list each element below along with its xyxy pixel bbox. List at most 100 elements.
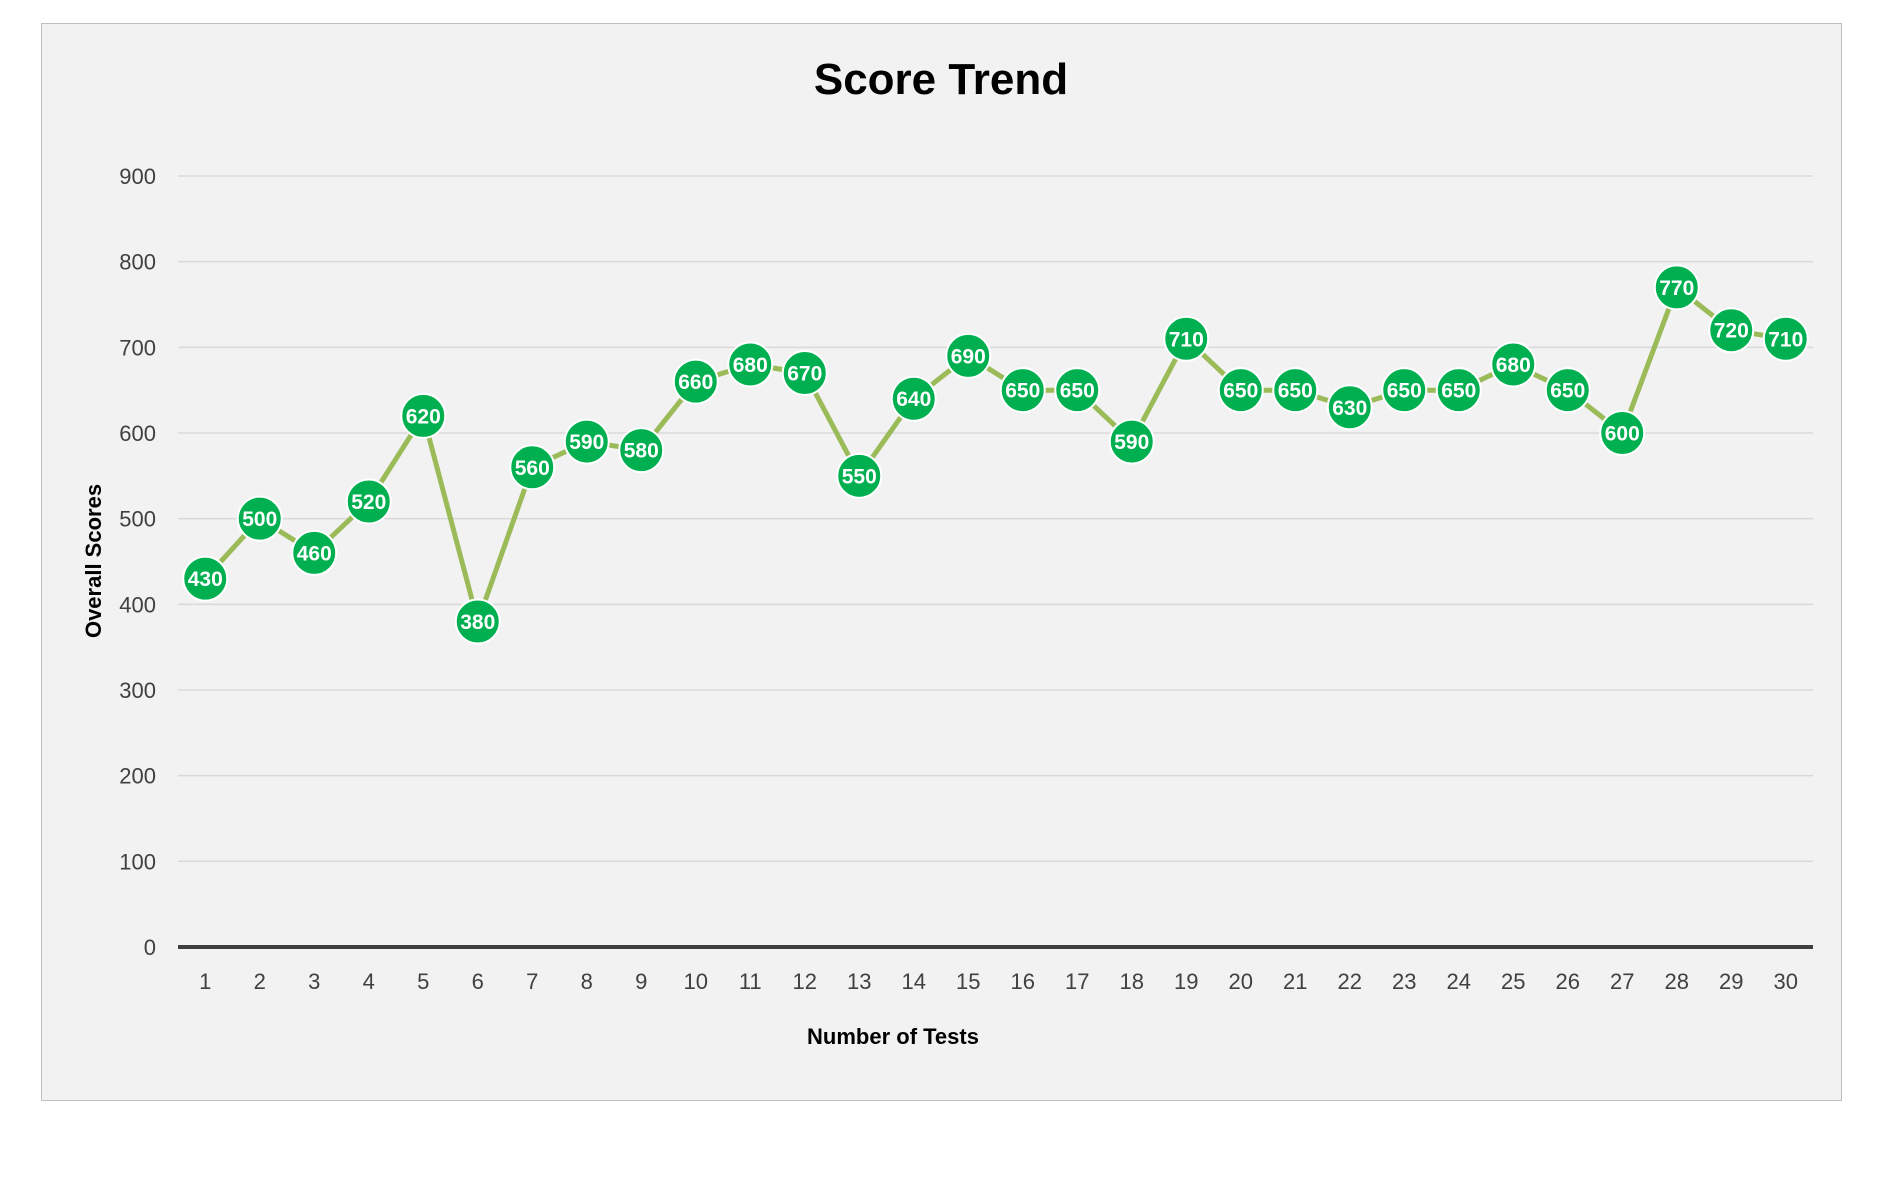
data-label: 600 xyxy=(1605,423,1640,446)
x-tick-label: 11 xyxy=(739,969,762,994)
data-point xyxy=(999,367,1046,414)
data-label: 460 xyxy=(297,542,332,565)
data-label: 590 xyxy=(1114,431,1149,454)
x-tick-label: 17 xyxy=(1065,969,1089,994)
data-point xyxy=(345,478,392,525)
x-tick-label: 6 xyxy=(472,969,484,994)
data-label: 520 xyxy=(351,491,386,514)
data-point xyxy=(1490,341,1537,388)
data-point xyxy=(1653,264,1700,311)
y-tick-label: 300 xyxy=(119,678,156,703)
data-point xyxy=(509,444,556,491)
data-label: 640 xyxy=(896,388,931,411)
x-tick-label: 27 xyxy=(1610,969,1634,994)
data-label: 650 xyxy=(1550,380,1585,403)
x-tick-label: 26 xyxy=(1556,969,1580,994)
y-tick-label: 100 xyxy=(119,849,156,874)
x-tick-label: 14 xyxy=(902,969,926,994)
data-point xyxy=(563,418,610,465)
x-tick-label: 19 xyxy=(1174,969,1198,994)
x-tick-label: 23 xyxy=(1392,969,1416,994)
x-tick-label: 3 xyxy=(308,969,320,994)
x-tick-label: 16 xyxy=(1011,969,1035,994)
data-point xyxy=(454,598,501,645)
x-tick-label: 2 xyxy=(254,969,266,994)
data-point xyxy=(618,427,665,474)
data-point xyxy=(1708,307,1755,354)
y-tick-label: 200 xyxy=(119,764,156,789)
x-tick-label: 9 xyxy=(635,969,647,994)
x-tick-label: 1 xyxy=(199,969,211,994)
y-axis-title: Overall Scores xyxy=(81,484,106,638)
x-tick-label: 25 xyxy=(1501,969,1525,994)
data-label: 630 xyxy=(1332,397,1367,420)
y-tick-label: 800 xyxy=(119,250,156,275)
x-tick-label: 15 xyxy=(956,969,980,994)
series-scores xyxy=(202,284,1789,624)
x-tick-label: 12 xyxy=(793,969,817,994)
data-point xyxy=(836,452,883,499)
data-point xyxy=(1054,367,1101,414)
x-tick-label: 24 xyxy=(1447,969,1471,994)
chart-title: Score Trend xyxy=(814,55,1068,104)
data-point xyxy=(672,358,719,405)
data-label: 670 xyxy=(787,363,822,386)
data-point xyxy=(1762,315,1809,362)
data-label: 770 xyxy=(1659,277,1694,300)
y-tick-label: 600 xyxy=(119,421,156,446)
data-point xyxy=(1272,367,1319,414)
y-tick-label: 700 xyxy=(119,335,156,360)
data-label: 590 xyxy=(569,431,604,454)
data-point xyxy=(781,350,828,397)
data-point xyxy=(1326,384,1373,431)
x-tick-label: 28 xyxy=(1665,969,1689,994)
data-label: 720 xyxy=(1714,320,1749,343)
data-point xyxy=(945,332,992,379)
data-point xyxy=(1163,315,1210,362)
x-tick-label: 7 xyxy=(526,969,538,994)
y-tick-label: 0 xyxy=(144,935,156,960)
data-label: 710 xyxy=(1768,328,1803,351)
data-label: 550 xyxy=(842,465,877,488)
data-point xyxy=(1544,367,1591,414)
y-axis-ticks: 0 100 200 300 400 500 600 700 800 900 xyxy=(119,164,156,960)
x-tick-label: 30 xyxy=(1774,969,1798,994)
data-point xyxy=(291,529,338,576)
gridlines xyxy=(178,175,1813,949)
x-tick-label: 13 xyxy=(847,969,871,994)
data-label: 710 xyxy=(1169,328,1204,351)
y-tick-label: 400 xyxy=(119,592,156,617)
data-label: 650 xyxy=(1005,380,1040,403)
y-tick-label: 500 xyxy=(119,507,156,532)
data-label: 580 xyxy=(624,440,659,463)
data-label: 650 xyxy=(1441,380,1476,403)
x-tick-label: 20 xyxy=(1229,969,1253,994)
data-label: 380 xyxy=(460,611,495,634)
data-point xyxy=(400,392,447,439)
data-point xyxy=(182,555,229,602)
data-label: 650 xyxy=(1060,380,1095,403)
data-label: 680 xyxy=(1496,354,1531,377)
data-label: 560 xyxy=(515,457,550,480)
y-tick-label: 900 xyxy=(119,164,156,189)
data-label: 650 xyxy=(1223,380,1258,403)
data-label: 430 xyxy=(188,568,223,591)
data-label: 650 xyxy=(1387,380,1422,403)
data-label: 690 xyxy=(951,345,986,368)
x-tick-label: 4 xyxy=(363,969,375,994)
data-markers: 430 500 460 520 620 380 560 590 580 660 680 670 550 6… xyxy=(182,264,1809,645)
x-tick-label: 29 xyxy=(1719,969,1743,994)
x-axis-ticks: 1 2 3 4 5 6 7 8 9 10 11 12 13 14 15 16 17 18 19 20 21 22 23 24 2… xyxy=(199,969,1798,994)
x-tick-label: 5 xyxy=(417,969,429,994)
data-label: 620 xyxy=(406,405,441,428)
x-axis-title: Number of Tests xyxy=(807,1024,979,1049)
chart-area xyxy=(41,23,1842,1101)
data-label: 500 xyxy=(242,508,277,531)
data-point xyxy=(1381,367,1428,414)
data-point xyxy=(1108,418,1155,465)
data-label: 660 xyxy=(678,371,713,394)
x-tick-label: 18 xyxy=(1120,969,1144,994)
series-line xyxy=(202,284,1789,624)
data-label: 650 xyxy=(1278,380,1313,403)
